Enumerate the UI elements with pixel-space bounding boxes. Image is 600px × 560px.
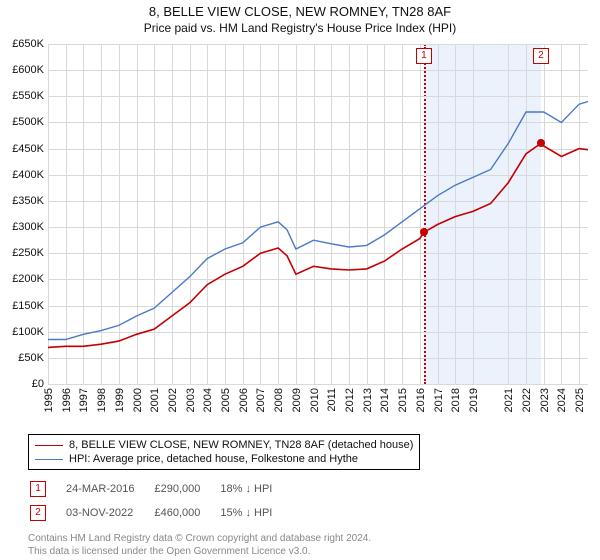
y-axis-labels: £0£50K£100K£150K£200K£250K£300K£350K£400… [0,44,46,384]
x-tick-label: 2011 [326,388,338,412]
y-tick-label: £350K [12,195,44,207]
legend-row: 8, BELLE VIEW CLOSE, NEW ROMNEY, TN28 8A… [35,438,413,452]
y-tick-label: £250K [12,247,44,259]
x-tick-label: 2002 [167,388,179,412]
x-tick-label: 2000 [132,388,144,412]
price-chart: £0£50K£100K£150K£200K£250K£300K£350K£400… [48,44,588,384]
x-tick-label: 2010 [309,388,321,412]
legend: 8, BELLE VIEW CLOSE, NEW ROMNEY, TN28 8A… [28,434,420,470]
x-tick-label: 2016 [415,388,427,412]
marker-delta: 15% ↓ HPI [220,502,290,524]
y-tick-label: £500K [12,116,44,128]
x-tick-label: 2019 [468,388,480,412]
x-tick-label: 2003 [185,388,197,412]
legend-label: HPI: Average price, detached house, Folk… [69,453,358,465]
licence-line-2: This data is licensed under the Open Gov… [28,545,588,558]
marker-index-box: 2 [30,505,46,521]
x-tick-label: 2024 [556,388,568,412]
chart-marker-box: 2 [533,48,549,64]
marker-price: £290,000 [154,478,218,500]
marker-delta: 18% ↓ HPI [220,478,290,500]
x-tick-label: 2013 [362,388,374,412]
x-tick-label: 2017 [433,388,445,412]
marker-price: £460,000 [154,502,218,524]
y-tick-label: £650K [12,38,44,50]
x-tick-label: 2004 [202,388,214,412]
x-tick-label: 2018 [450,388,462,412]
series-line-0 [48,143,588,347]
x-tick-label: 1997 [78,388,90,412]
licence-text: Contains HM Land Registry data © Crown c… [28,532,588,558]
marker-date: 24-MAR-2016 [66,478,152,500]
legend-swatch [35,445,63,446]
y-tick-label: £400K [12,169,44,181]
chart-marker-dot [420,228,428,236]
chart-marker-box: 1 [416,48,432,64]
x-tick-label: 1998 [96,388,108,412]
series-line-1 [48,102,588,340]
x-tick-label: 2022 [521,388,533,412]
x-tick-label: 2025 [574,388,586,412]
x-tick-label: 2021 [503,388,515,412]
x-tick-label: 1999 [114,388,126,412]
y-tick-label: £150K [12,300,44,312]
marker-row: 1 24-MAR-2016£290,00018% ↓ HPI [30,478,290,500]
x-axis-labels: 1995199619971998199920002001200220032004… [48,384,588,424]
x-tick-label: 1996 [61,388,73,412]
x-tick-label: 1995 [43,388,55,412]
page-title: 8, BELLE VIEW CLOSE, NEW ROMNEY, TN28 8A… [0,4,600,19]
x-tick-label: 2014 [379,388,391,412]
y-tick-label: £450K [12,143,44,155]
licence-line-1: Contains HM Land Registry data © Crown c… [28,532,588,545]
x-tick-label: 2006 [238,388,250,412]
marker-index-box: 1 [30,481,46,497]
marker-row: 2 03-NOV-2022£460,00015% ↓ HPI [30,502,290,524]
x-tick-label: 2015 [397,388,409,412]
marker-table: 1 24-MAR-2016£290,00018% ↓ HPI 2 03-NOV-202… [28,476,588,526]
legend-row: HPI: Average price, detached house, Folk… [35,452,413,466]
marker-date: 03-NOV-2022 [66,502,152,524]
x-tick-label: 2005 [220,388,232,412]
x-tick-label: 2001 [149,388,161,412]
legend-swatch [35,459,63,460]
legend-label: 8, BELLE VIEW CLOSE, NEW ROMNEY, TN28 8A… [69,439,413,451]
chart-marker-dot [537,139,545,147]
y-tick-label: £550K [12,90,44,102]
page-subtitle: Price paid vs. HM Land Registry's House … [0,21,600,35]
series-layer [48,44,588,384]
y-tick-label: £300K [12,221,44,233]
y-tick-label: £600K [12,64,44,76]
x-tick-label: 2012 [344,388,356,412]
x-tick-label: 2009 [291,388,303,412]
x-tick-label: 2008 [273,388,285,412]
y-tick-label: £50K [18,352,44,364]
y-tick-label: £100K [12,326,44,338]
y-tick-label: £200K [12,273,44,285]
x-tick-label: 2007 [255,388,267,412]
gridline-h [48,384,588,385]
x-tick-label: 2023 [539,388,551,412]
